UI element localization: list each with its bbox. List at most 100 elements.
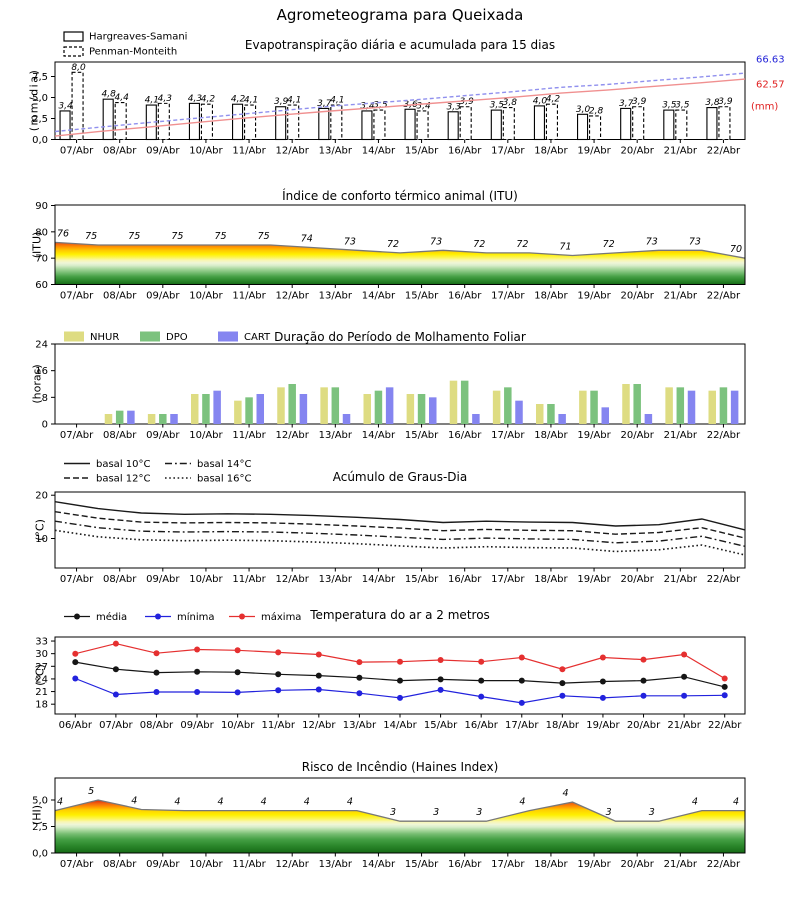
svg-text:13/Abr: 13/Abr bbox=[319, 430, 353, 441]
svg-text:13/Abr: 13/Abr bbox=[319, 859, 353, 870]
svg-text:4: 4 bbox=[692, 797, 698, 808]
svg-text:08/Abr: 08/Abr bbox=[103, 574, 137, 585]
svg-text:75: 75 bbox=[214, 231, 226, 242]
svg-text:4,8: 4,8 bbox=[102, 90, 117, 100]
panel-title-temperatura: Temperatura do ar a 2 metros bbox=[310, 608, 490, 622]
svg-text:11/Abr: 11/Abr bbox=[232, 146, 266, 157]
svg-text:17/Abr: 17/Abr bbox=[491, 430, 525, 441]
svg-text:75: 75 bbox=[85, 231, 97, 242]
svg-text:3,5: 3,5 bbox=[490, 101, 505, 111]
svg-text:5,0: 5,0 bbox=[32, 93, 48, 104]
svg-text:08/Abr: 08/Abr bbox=[103, 430, 137, 441]
svg-text:70: 70 bbox=[35, 254, 48, 265]
svg-text:20/Abr: 20/Abr bbox=[620, 291, 654, 302]
plot-itu: 60 70 80 90 07/Abr 08/Abr 09/Abr 10/Abr 11/Abr 12… bbox=[35, 201, 746, 302]
svg-text:15/Abr: 15/Abr bbox=[424, 720, 458, 731]
svg-text:75: 75 bbox=[258, 231, 270, 242]
svg-text:4: 4 bbox=[174, 797, 180, 808]
svg-text:11/Abr: 11/Abr bbox=[232, 291, 266, 302]
svg-text:8,0: 8,0 bbox=[71, 63, 86, 73]
svg-text:mínima: mínima bbox=[177, 611, 215, 623]
svg-text:3,7: 3,7 bbox=[317, 99, 332, 109]
svg-text:22/Abr: 22/Abr bbox=[707, 859, 741, 870]
svg-text:média: média bbox=[96, 611, 127, 623]
svg-text:5: 5 bbox=[88, 786, 94, 797]
svg-text:20: 20 bbox=[35, 491, 48, 502]
svg-text:14/Abr: 14/Abr bbox=[362, 146, 396, 157]
svg-text:14/Abr: 14/Abr bbox=[362, 291, 396, 302]
svg-text:09/Abr: 09/Abr bbox=[146, 291, 180, 302]
svg-text:73: 73 bbox=[646, 236, 658, 247]
svg-text:NHUR: NHUR bbox=[90, 332, 119, 343]
svg-text:19/Abr: 19/Abr bbox=[577, 146, 611, 157]
svg-text:4: 4 bbox=[519, 797, 525, 808]
svg-text:7,5: 7,5 bbox=[32, 72, 48, 83]
svg-text:(mm): (mm) bbox=[751, 102, 778, 113]
panel-title-molhamento: Duração do Período de Molhamento Foliar bbox=[274, 330, 526, 344]
svg-text:08/Abr: 08/Abr bbox=[103, 146, 137, 157]
svg-text:12/Abr: 12/Abr bbox=[302, 720, 336, 731]
plot-molhamento: 0 8 16 24 07/Abr 08/Abr 09/Abr 10/Abr 11/Abr 12/A… bbox=[35, 331, 746, 441]
svg-text:3,9: 3,9 bbox=[632, 97, 647, 107]
svg-text:4,0: 4,0 bbox=[533, 96, 548, 106]
panel-title-haines: Risco de Incêndio (Haines Index) bbox=[301, 760, 499, 774]
svg-text:22/Abr: 22/Abr bbox=[708, 720, 742, 731]
svg-text:Penman-Monteith: Penman-Monteith bbox=[89, 47, 177, 58]
svg-text:5,0: 5,0 bbox=[32, 796, 48, 807]
svg-text:4,2: 4,2 bbox=[546, 95, 561, 105]
svg-text:3,4: 3,4 bbox=[58, 101, 73, 111]
svg-text:75: 75 bbox=[171, 231, 183, 242]
svg-text:15/Abr: 15/Abr bbox=[405, 574, 439, 585]
svg-text:0: 0 bbox=[42, 420, 48, 431]
svg-text:11/Abr: 11/Abr bbox=[232, 574, 266, 585]
svg-text:22/Abr: 22/Abr bbox=[707, 574, 741, 585]
svg-text:4: 4 bbox=[347, 797, 353, 808]
svg-text:21/Abr: 21/Abr bbox=[667, 720, 701, 731]
panel-title-graus-dia: Acúmulo de Graus-Dia bbox=[332, 470, 468, 484]
plot-evapotranspiracao: 0,0 2,5 5,0 7,5 07/Abr 08/Abr 09/Abr 10/Abr 11/A… bbox=[32, 31, 785, 157]
svg-text:10/Abr: 10/Abr bbox=[189, 574, 223, 585]
svg-text:17/Abr: 17/Abr bbox=[491, 291, 525, 302]
svg-text:09/Abr: 09/Abr bbox=[146, 430, 180, 441]
svg-text:2,5: 2,5 bbox=[32, 114, 48, 125]
svg-text:12/Abr: 12/Abr bbox=[275, 859, 309, 870]
svg-text:DPO: DPO bbox=[166, 332, 188, 343]
svg-text:08/Abr: 08/Abr bbox=[103, 291, 137, 302]
svg-text:73: 73 bbox=[344, 236, 356, 247]
svg-text:21/Abr: 21/Abr bbox=[664, 291, 698, 302]
svg-text:76: 76 bbox=[57, 228, 69, 239]
svg-text:4: 4 bbox=[131, 796, 137, 807]
svg-text:07/Abr: 07/Abr bbox=[60, 291, 94, 302]
svg-text:4,2: 4,2 bbox=[201, 95, 216, 105]
svg-text:11/Abr: 11/Abr bbox=[232, 859, 266, 870]
svg-text:3,5: 3,5 bbox=[675, 101, 690, 111]
svg-text:3,9: 3,9 bbox=[718, 97, 733, 107]
svg-text:72: 72 bbox=[387, 239, 399, 250]
svg-text:3,3: 3,3 bbox=[447, 102, 462, 112]
svg-text:21: 21 bbox=[35, 687, 48, 698]
svg-text:4: 4 bbox=[217, 797, 223, 808]
svg-text:20/Abr: 20/Abr bbox=[627, 720, 661, 731]
svg-text:10/Abr: 10/Abr bbox=[189, 146, 223, 157]
svg-text:11/Abr: 11/Abr bbox=[232, 430, 266, 441]
svg-text:18/Abr: 18/Abr bbox=[534, 146, 568, 157]
svg-text:10: 10 bbox=[35, 534, 48, 545]
svg-text:0,0: 0,0 bbox=[32, 135, 48, 146]
svg-text:17/Abr: 17/Abr bbox=[491, 859, 525, 870]
svg-text:3,5: 3,5 bbox=[662, 101, 677, 111]
svg-text:16/Abr: 16/Abr bbox=[464, 720, 498, 731]
svg-text:3,4: 3,4 bbox=[360, 101, 375, 111]
svg-text:16/Abr: 16/Abr bbox=[448, 859, 482, 870]
svg-text:12/Abr: 12/Abr bbox=[275, 291, 309, 302]
svg-text:19/Abr: 19/Abr bbox=[586, 720, 620, 731]
svg-text:0,0: 0,0 bbox=[32, 849, 48, 860]
svg-text:16/Abr: 16/Abr bbox=[448, 291, 482, 302]
svg-text:73: 73 bbox=[689, 236, 701, 247]
svg-text:66.63: 66.63 bbox=[756, 55, 785, 66]
svg-text:4: 4 bbox=[562, 788, 568, 799]
svg-text:4,3: 4,3 bbox=[188, 94, 203, 104]
svg-text:19/Abr: 19/Abr bbox=[577, 291, 611, 302]
svg-text:90: 90 bbox=[35, 201, 48, 212]
svg-text:3,7: 3,7 bbox=[619, 99, 634, 109]
